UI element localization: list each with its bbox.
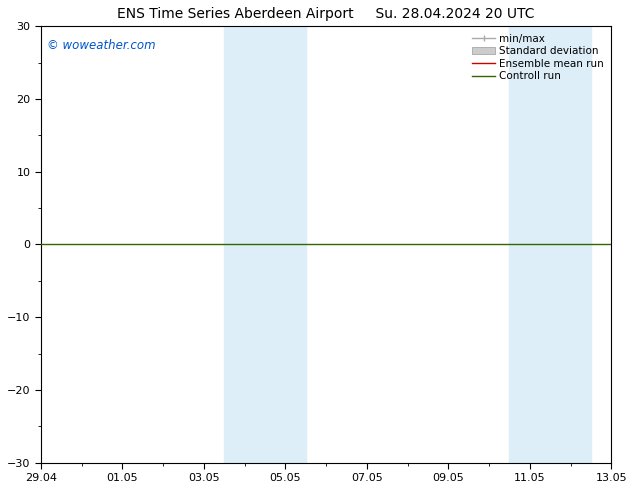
Legend: min/max, Standard deviation, Ensemble mean run, Controll run: min/max, Standard deviation, Ensemble me… [470,31,606,83]
Bar [224,26,265,463]
Title: ENS Time Series Aberdeen Airport     Su. 28.04.2024 20 UTC: ENS Time Series Aberdeen Airport Su. 28.… [117,7,535,21]
Bar [509,26,550,463]
Bar [550,26,591,463]
Bar [265,26,306,463]
Text: © woweather.com: © woweather.com [46,39,155,52]
